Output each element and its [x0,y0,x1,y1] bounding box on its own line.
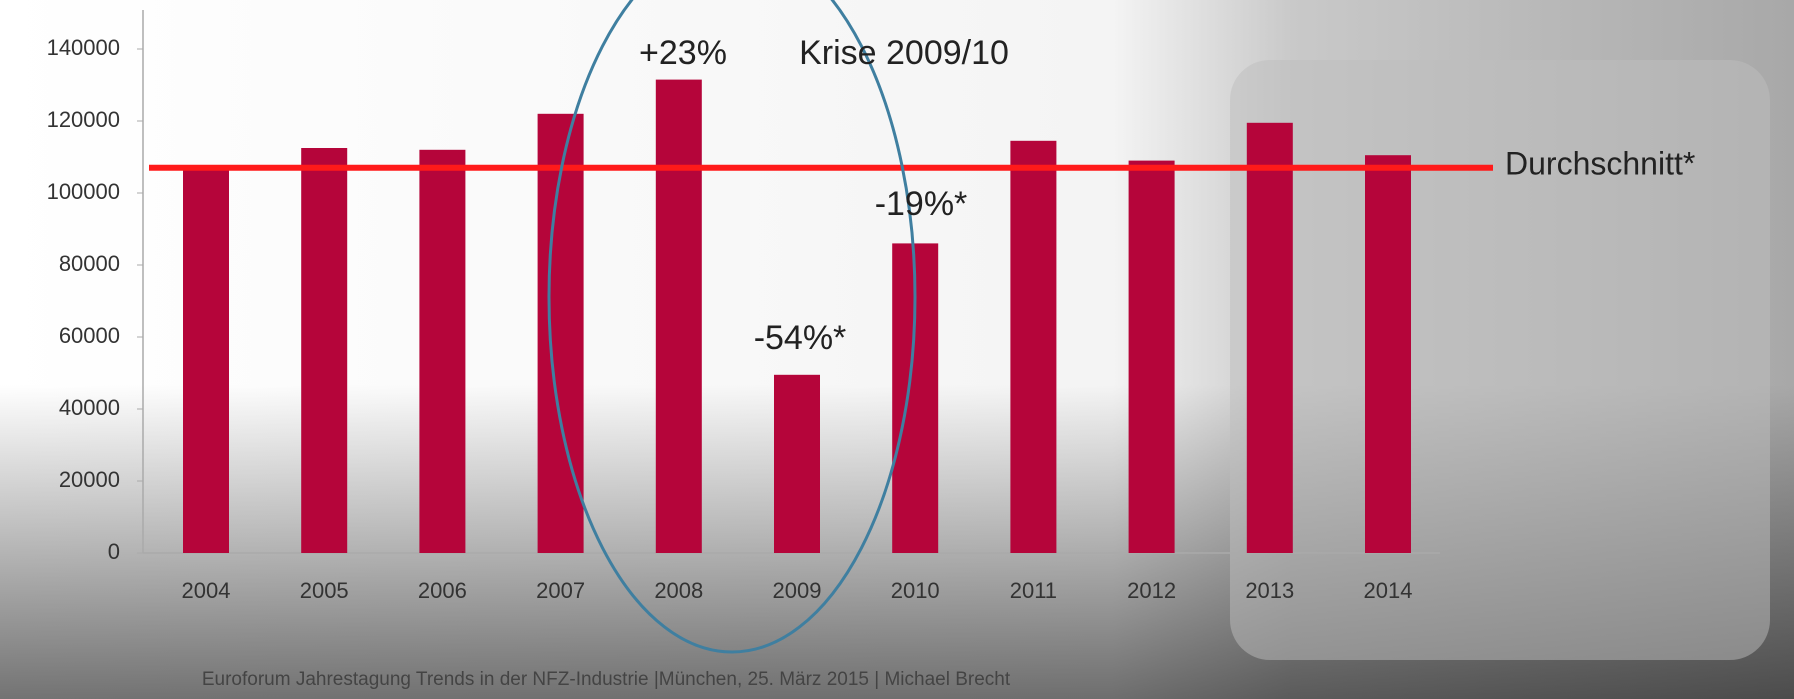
y-tick-label: 60000 [59,323,120,348]
x-tick-label: 2008 [654,578,703,603]
y-tick-label: 140000 [47,35,120,60]
footer: Euroforum Jahrestagung Trends in der NFZ… [202,669,1011,690]
annotation: -19%* [875,185,968,223]
y-tick-label: 40000 [59,395,120,420]
annotation: +23% [639,34,727,72]
x-tick-label: 2013 [1245,578,1294,603]
y-tick-label: 120000 [47,107,120,132]
chart: 0 20000 40000 60000 80000 100000 120000 140000 2… [0,0,1794,699]
y-tick-label: 20000 [59,467,120,492]
average-label: Durchschnitt* [1505,145,1695,181]
bar [1010,141,1056,553]
bar [419,150,465,553]
x-tick-label: 2005 [300,578,349,603]
bar [301,148,347,553]
y-tick-label: 80000 [59,251,120,276]
bar [1247,123,1293,553]
x-tick-label: 2010 [891,578,940,603]
x-tick-label: 2007 [536,578,585,603]
y-tick-label: 0 [108,539,120,564]
x-tick-label: 2012 [1127,578,1176,603]
x-tick-label: 2014 [1364,578,1413,603]
x-tick-label: 2011 [1010,578,1057,603]
y-tick-label: 100000 [47,179,120,204]
annotation: Krise 2009/10 [799,34,1009,72]
annotation: -54%* [754,319,847,357]
bar [1129,161,1175,553]
bar [1365,155,1411,553]
bar [656,80,702,553]
bar [183,168,229,553]
x-tick-label: 2009 [773,578,822,603]
bar [774,375,820,553]
x-tick-label: 2006 [418,578,467,603]
x-tick-label: 2004 [182,578,231,603]
